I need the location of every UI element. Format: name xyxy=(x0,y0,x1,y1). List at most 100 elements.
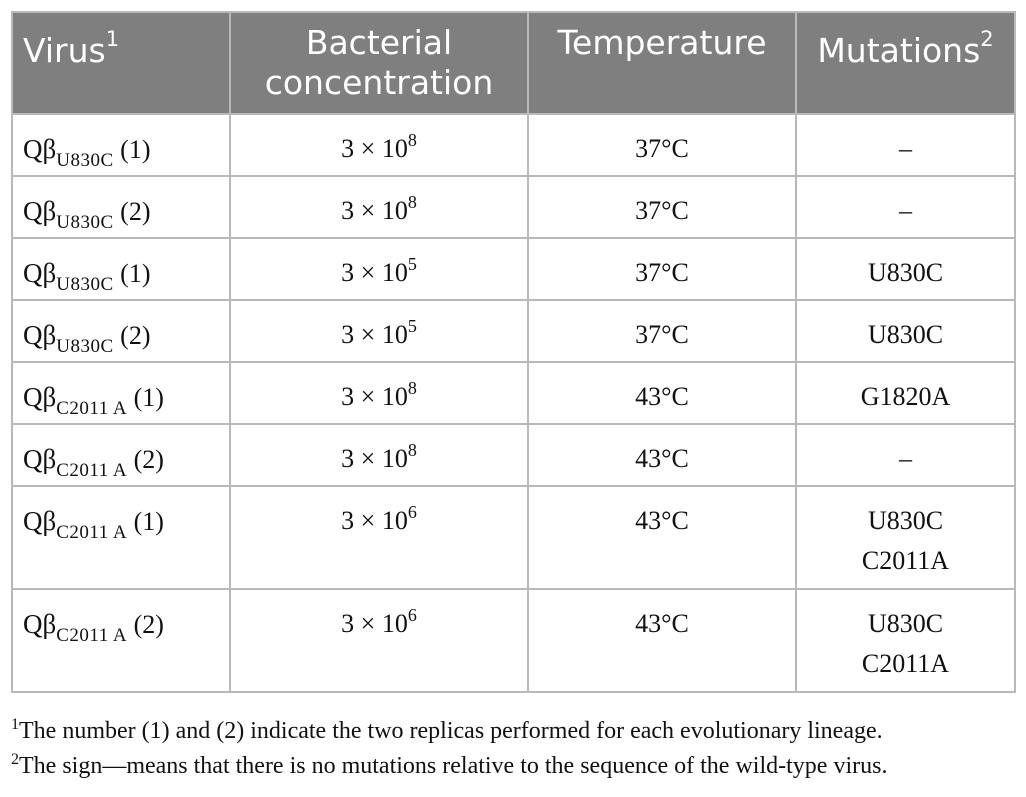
concentration-base: 3 × 10 xyxy=(341,196,408,225)
replica-label: (2) xyxy=(113,197,151,226)
virus-cell: QβU830C (1) xyxy=(11,113,231,177)
virus-variant-subscript: C2011 A xyxy=(56,398,128,419)
concentration-exponent: 8 xyxy=(407,378,417,398)
table-footnotes: 1The number (1) and (2) indicate the two… xyxy=(11,715,887,785)
concentration-cell: 3 × 105 xyxy=(229,299,529,363)
temperature-cell: 37°C xyxy=(527,175,797,239)
temperature-cell: 37°C xyxy=(527,237,797,301)
temperature-cell: 37°C xyxy=(527,113,797,177)
mutation-entry: U830C xyxy=(867,320,944,349)
header-temperature: Temperature xyxy=(527,11,797,115)
virus-variant-subscript: U830C xyxy=(56,212,114,233)
header-mutations-label: Mutations xyxy=(817,31,981,70)
concentration-base: 3 × 10 xyxy=(341,444,408,473)
concentration-exponent: 8 xyxy=(407,130,417,150)
concentration-cell: 3 × 108 xyxy=(229,423,529,487)
concentration-cell: 3 × 106 xyxy=(229,588,529,693)
header-mutations: Mutations2 xyxy=(795,11,1016,115)
mutation-entry: – xyxy=(899,444,912,473)
temperature-cell: 43°C xyxy=(527,588,797,693)
footnote-1: 1The number (1) and (2) indicate the two… xyxy=(11,715,887,750)
table-row: QβU830C (2) 3 × 105 37°C U830C xyxy=(11,299,1016,363)
header-bacterial-concentration: Bacterial concentration xyxy=(229,11,529,115)
concentration-base: 3 × 10 xyxy=(341,609,408,638)
mutation-entry: U830C xyxy=(867,506,944,535)
temperature-cell: 43°C xyxy=(527,361,797,425)
header-virus-label: Virus xyxy=(23,31,106,70)
concentration-base: 3 × 10 xyxy=(341,382,408,411)
virus-cell: QβU830C (1) xyxy=(11,237,231,301)
mutation-entry: C2011A xyxy=(861,546,950,575)
table-row: QβC2011 A (1) 3 × 108 43°C G1820A xyxy=(11,361,1016,425)
concentration-base: 3 × 10 xyxy=(341,258,408,287)
replica-label: (2) xyxy=(127,610,164,639)
virus-variant-subscript: C2011 A xyxy=(56,625,128,646)
mutation-entry: – xyxy=(899,196,912,225)
footnote-2: 2The sign—means that there is no mutatio… xyxy=(11,750,887,785)
virus-name: Qβ xyxy=(23,320,57,350)
footnote-2-mark: 2 xyxy=(11,751,19,768)
virus-variant-subscript: U830C xyxy=(56,274,114,295)
concentration-cell: 3 × 105 xyxy=(229,237,529,301)
table-header-row: Virus1 Bacterial concentration Temperatu… xyxy=(11,11,1016,115)
virus-name: Qβ xyxy=(23,382,57,412)
mutations-cell: – xyxy=(795,423,1016,487)
virus-cell: QβC2011 A (1) xyxy=(11,485,231,590)
header-mutations-footnote-mark: 2 xyxy=(980,27,994,51)
replica-label: (1) xyxy=(127,383,164,412)
replica-label: (2) xyxy=(113,321,151,350)
header-virus-footnote-mark: 1 xyxy=(105,27,120,51)
concentration-exponent: 5 xyxy=(407,316,417,336)
concentration-exponent: 6 xyxy=(407,502,417,522)
mutation-entry: G1820A xyxy=(860,382,951,411)
temperature-cell: 43°C xyxy=(527,485,797,590)
concentration-cell: 3 × 108 xyxy=(229,113,529,177)
footnote-1-text: The number (1) and (2) indicate the two … xyxy=(19,718,883,744)
virus-cell: QβU830C (2) xyxy=(11,175,231,239)
virus-variant-subscript: U830C xyxy=(56,336,114,357)
footnote-2-text: The sign—means that there is no mutation… xyxy=(19,753,888,779)
table-row: QβU830C (1) 3 × 108 37°C – xyxy=(11,113,1016,177)
table-row: QβC2011 A (2) 3 × 108 43°C – xyxy=(11,423,1016,487)
header-virus: Virus1 xyxy=(11,11,231,115)
mutations-cell: – xyxy=(795,175,1016,239)
mutations-cell: U830C C2011A xyxy=(795,588,1016,693)
table-row: QβC2011 A (1) 3 × 106 43°C U830C C2011A xyxy=(11,485,1016,590)
mutations-cell: G1820A xyxy=(795,361,1016,425)
virus-cell: QβC2011 A (2) xyxy=(11,423,231,487)
concentration-cell: 3 × 108 xyxy=(229,361,529,425)
concentration-exponent: 8 xyxy=(407,440,417,460)
mutations-cell: – xyxy=(795,113,1016,177)
temperature-cell: 43°C xyxy=(527,423,797,487)
table-row: QβU830C (2) 3 × 108 37°C – xyxy=(11,175,1016,239)
mutations-cell: U830C C2011A xyxy=(795,485,1016,590)
concentration-base: 3 × 10 xyxy=(341,134,408,163)
concentration-cell: 3 × 108 xyxy=(229,175,529,239)
virus-cell: QβU830C (2) xyxy=(11,299,231,363)
virus-cell: QβC2011 A (2) xyxy=(11,588,231,693)
concentration-exponent: 8 xyxy=(407,192,417,212)
mutations-cell: U830C xyxy=(795,237,1016,301)
virus-name: Qβ xyxy=(23,134,57,164)
virus-name: Qβ xyxy=(23,196,57,226)
virus-mutations-table: Virus1 Bacterial concentration Temperatu… xyxy=(11,11,1016,693)
replica-label: (2) xyxy=(127,445,164,474)
footnote-1-mark: 1 xyxy=(11,716,19,733)
virus-name: Qβ xyxy=(23,506,57,536)
mutation-entry: U830C xyxy=(867,609,944,638)
virus-name: Qβ xyxy=(23,609,57,639)
virus-name: Qβ xyxy=(23,258,57,288)
virus-variant-subscript: C2011 A xyxy=(56,522,128,543)
mutation-entry: C2011A xyxy=(861,649,950,678)
virus-variant-subscript: U830C xyxy=(56,150,114,171)
virus-variant-subscript: C2011 A xyxy=(56,460,128,481)
concentration-cell: 3 × 106 xyxy=(229,485,529,590)
virus-name: Qβ xyxy=(23,444,57,474)
replica-label: (1) xyxy=(113,259,151,288)
table-row: QβC2011 A (2) 3 × 106 43°C U830C C2011A xyxy=(11,588,1016,693)
concentration-exponent: 5 xyxy=(407,254,417,274)
mutation-entry: – xyxy=(899,134,912,163)
table-row: QβU830C (1) 3 × 105 37°C U830C xyxy=(11,237,1016,301)
mutations-cell: U830C xyxy=(795,299,1016,363)
data-table-container: Virus1 Bacterial concentration Temperatu… xyxy=(11,11,1016,693)
